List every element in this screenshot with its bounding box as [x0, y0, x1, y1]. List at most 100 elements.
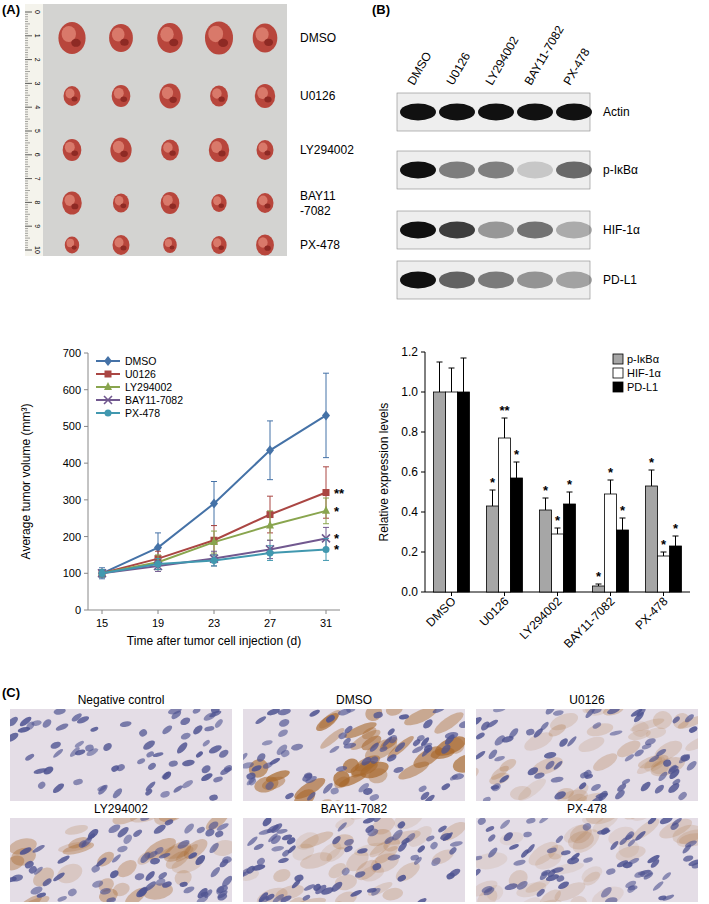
ruler-minor-tick — [25, 159, 28, 160]
stain-blob — [151, 818, 184, 829]
x-axis-title: Time after tumor cell injection (d) — [127, 634, 301, 648]
ruler-minor-tick — [25, 95, 30, 96]
nucleus — [525, 843, 536, 855]
nucleus — [646, 853, 661, 864]
stain-blob — [606, 823, 638, 848]
ruler-minor-tick — [25, 140, 28, 141]
nucleus — [147, 761, 157, 771]
nucleus — [214, 829, 224, 838]
y-tick-label: 1.0 — [401, 385, 418, 399]
nucleus — [604, 896, 618, 902]
nucleus — [393, 741, 406, 754]
nucleus — [192, 709, 202, 715]
error-bar-line — [504, 418, 505, 438]
ruler-minor-tick — [25, 38, 28, 39]
group-label: -7082 — [300, 204, 331, 218]
nucleus — [218, 748, 230, 759]
nucleus — [624, 753, 636, 763]
ruler-tick — [25, 202, 32, 203]
blot-strip — [397, 151, 592, 189]
stain-blob — [589, 883, 626, 902]
bar — [434, 392, 446, 592]
nucleus — [552, 709, 564, 716]
stain-blob — [514, 798, 538, 801]
nucleus — [555, 835, 565, 845]
tumor-shade — [219, 203, 224, 208]
nucleus — [179, 716, 191, 727]
y-tick-label: 1.2 — [401, 345, 418, 359]
nucleus — [430, 856, 443, 868]
nucleus — [73, 778, 84, 786]
marker — [105, 410, 112, 417]
legend-label: PD-L1 — [627, 381, 658, 393]
blot-band — [556, 272, 592, 289]
significance: * — [608, 465, 614, 480]
nucleus — [159, 790, 170, 799]
error-bar — [99, 568, 105, 579]
nucleus — [335, 765, 347, 772]
marker — [104, 396, 112, 404]
tumor-shade — [219, 245, 224, 250]
nucleus — [84, 744, 94, 753]
nucleus — [371, 862, 382, 872]
y-tick — [421, 472, 425, 473]
group-label: PX-478 — [300, 238, 340, 252]
error-cap — [211, 481, 217, 482]
y-tick-label: 0.6 — [401, 465, 418, 479]
blot-band — [517, 272, 553, 289]
axes: 0.00.20.40.60.81.01.2 — [401, 345, 690, 599]
nucleus — [143, 880, 157, 893]
nucleus — [106, 896, 117, 902]
error-bar — [323, 373, 329, 457]
error-bar — [267, 511, 273, 540]
nucleus — [200, 764, 212, 775]
nucleus — [393, 766, 404, 774]
y-tick — [421, 552, 425, 553]
nucleus — [253, 842, 265, 851]
error-cap — [155, 558, 161, 559]
nucleus — [415, 897, 427, 902]
nucleus — [331, 835, 342, 846]
error-cap — [323, 466, 329, 467]
nucleus — [145, 750, 155, 758]
tumor — [110, 138, 131, 163]
nucleus — [180, 732, 192, 741]
error-bar — [608, 480, 614, 494]
nucleus — [308, 709, 321, 718]
nucleus — [476, 715, 483, 727]
ruler-minor-tick — [25, 128, 28, 129]
nucleus — [362, 818, 375, 825]
ruler-minor-tick — [25, 57, 28, 58]
stain-blob — [621, 818, 642, 822]
lane-label: BAY11-7082 — [521, 23, 566, 88]
nucleus — [653, 783, 665, 795]
error-bar — [449, 368, 455, 392]
y-tick — [84, 536, 88, 537]
ruler-minor-tick — [25, 19, 28, 20]
nucleus — [639, 780, 652, 793]
tumor-shade — [264, 97, 271, 103]
nucleus — [336, 821, 348, 833]
blot-strip — [397, 93, 592, 131]
blot-strip — [397, 211, 592, 249]
nucleus — [208, 841, 221, 854]
nucleus — [306, 791, 317, 801]
ruler-minor-tick — [25, 102, 28, 103]
nucleus — [345, 709, 356, 714]
nucleus — [302, 894, 311, 902]
bar — [593, 586, 605, 592]
tumor — [257, 140, 274, 160]
nucleus — [172, 784, 183, 794]
band-label: p-IκBα — [603, 163, 638, 177]
y-tick-label: 100 — [63, 567, 81, 579]
ruler-tick — [25, 83, 32, 84]
error-bar-line — [451, 368, 452, 392]
tumor-shade — [169, 151, 175, 156]
ruler-digit: 1 — [34, 34, 41, 38]
ruler-digit: 0 — [34, 10, 41, 14]
ruler-minor-tick — [25, 150, 28, 151]
nucleus — [423, 743, 434, 754]
ruler-minor-tick — [25, 26, 28, 27]
ruler-minor-tick — [25, 92, 28, 93]
ruler-minor-tick — [25, 111, 28, 112]
